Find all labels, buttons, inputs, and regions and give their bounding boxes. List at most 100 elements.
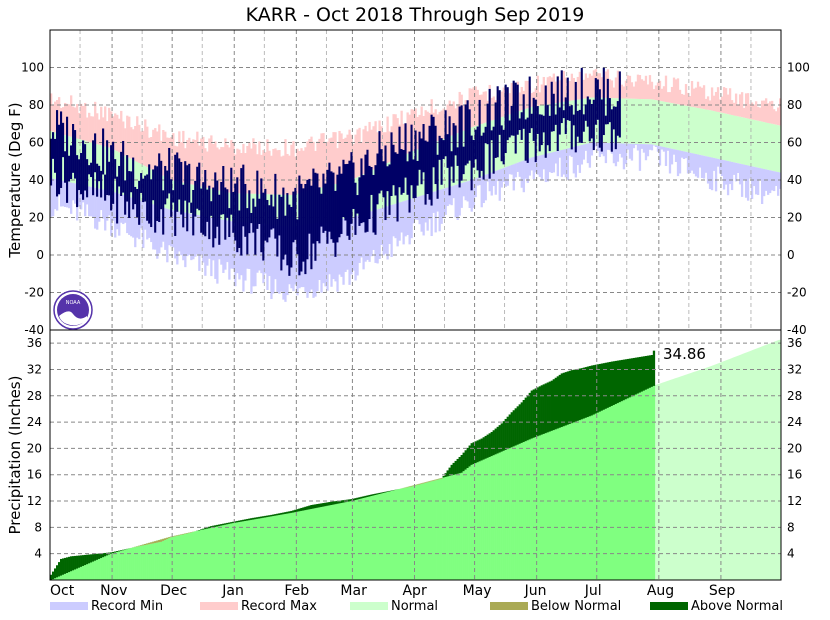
above-normal-bar: [360, 496, 363, 499]
record-max-bar: [630, 82, 634, 99]
record-max-bar: [146, 126, 149, 168]
normal-range-bar: [650, 99, 654, 145]
above-normal-bar: [502, 421, 505, 451]
above-normal-bar: [556, 376, 559, 429]
normal-to-date-bar: [208, 528, 211, 580]
record-max-bar: [344, 137, 347, 182]
record-max-bar: [238, 149, 241, 194]
legend-label: Normal: [391, 598, 439, 614]
precipitation-panel: [50, 330, 781, 580]
normal-to-date-bar: [478, 461, 481, 580]
record-min-bar: [618, 143, 622, 154]
normal-to-date-bar: [522, 442, 525, 580]
normal-range-bar: [648, 99, 652, 145]
above-normal-bar: [74, 555, 77, 570]
above-normal-bar: [58, 562, 61, 577]
temperature-tick-label-right: 0: [787, 248, 795, 262]
above-normal-bar: [362, 496, 365, 499]
record-max-bar: [340, 133, 343, 183]
normal-to-date-bar: [466, 468, 469, 580]
normal-range-bar: [646, 99, 650, 145]
record-max-bar: [120, 110, 123, 154]
record-max-bar: [456, 104, 459, 134]
temperature-tick-label-left: 80: [29, 98, 44, 112]
temperature-tick-label-left: 100: [21, 61, 44, 75]
below-normal-bar: [172, 536, 175, 537]
record-max-bar: [138, 124, 141, 163]
below-normal-bar: [168, 537, 171, 539]
normal-to-date-bar: [426, 482, 429, 580]
above-normal-bar: [240, 520, 243, 522]
logo-gull-icon: [59, 311, 87, 326]
record-max-bar: [220, 146, 223, 191]
record-min-bar: [306, 224, 309, 298]
record-max-bar: [278, 150, 281, 195]
above-normal-bar: [588, 366, 592, 417]
record-min-bar: [530, 157, 533, 171]
normal-to-date-bar: [550, 430, 553, 580]
above-normal-bar: [86, 554, 89, 565]
above-normal-bar: [230, 522, 233, 524]
observed-temperature-bar: [444, 110, 447, 157]
record-min-bar: [360, 214, 363, 258]
record-min-bar: [214, 218, 217, 279]
observed-temperature-bar: [322, 173, 325, 233]
observed-temperature-bar: [352, 162, 355, 209]
normal-to-date-bar: [556, 428, 559, 580]
observed-temperature-bar: [254, 206, 257, 255]
record-min-bar: [92, 187, 95, 218]
observed-temperature-bar: [74, 130, 77, 179]
normal-range-bar: [622, 98, 626, 144]
normal-range-bar: [628, 98, 632, 144]
record-min-bar: [662, 147, 666, 152]
observed-temperature-bar: [562, 110, 565, 119]
record-min-bar: [536, 156, 539, 175]
observed-temperature-bar: [242, 164, 245, 227]
normal-range-bar: [518, 111, 521, 162]
record-max-bar: [592, 70, 596, 98]
observed-temperature-bar: [100, 170, 103, 198]
record-min-bar: [338, 219, 341, 275]
above-normal-bar: [528, 392, 531, 440]
normal-to-date-bar: [600, 410, 604, 580]
normal-to-date-bar: [480, 460, 483, 580]
record-max-bar: [252, 138, 255, 194]
record-max-bar: [90, 116, 93, 143]
observed-temperature-bar: [432, 116, 435, 168]
record-min-bar: [452, 185, 455, 199]
normal-to-date-bar: [570, 423, 574, 580]
above-normal-bar: [248, 518, 251, 521]
record-min-bar: [756, 167, 760, 195]
above-normal-bar: [550, 380, 553, 431]
temperature-tick-label-left: 60: [29, 136, 44, 150]
above-normal-bar: [80, 555, 83, 567]
above-normal-bar: [270, 514, 273, 517]
normal-to-date-bar: [622, 400, 626, 580]
normal-to-date-bar: [490, 456, 493, 580]
record-max-bar: [752, 104, 756, 120]
record-max-bar: [564, 77, 568, 102]
normal-to-date-bar: [510, 447, 513, 580]
normal-to-date-bar: [408, 486, 411, 580]
above-normal-bar: [116, 551, 119, 552]
record-min-bar: [584, 144, 588, 151]
record-min-bar: [774, 171, 778, 187]
normal-to-date-bar: [440, 478, 443, 580]
above-normal-bar: [446, 470, 449, 477]
observed-temperature-bar: [462, 146, 465, 175]
record-min-bar: [130, 197, 133, 237]
record-max-bar: [212, 144, 215, 190]
normal-to-date-bar: [244, 520, 247, 580]
normal-to-date-bar: [500, 451, 503, 580]
record-min-bar: [674, 149, 678, 162]
normal-to-date-bar: [106, 555, 109, 580]
normal-to-date-bar: [206, 528, 209, 580]
normal-to-date-bar: [150, 543, 153, 580]
observed-temperature-bar: [192, 189, 195, 236]
record-max-bar: [584, 73, 588, 99]
normal-to-date-bar: [370, 496, 373, 580]
record-min-bar: [60, 180, 63, 207]
record-max-bar: [194, 139, 197, 186]
normal-to-date-bar: [306, 509, 309, 580]
